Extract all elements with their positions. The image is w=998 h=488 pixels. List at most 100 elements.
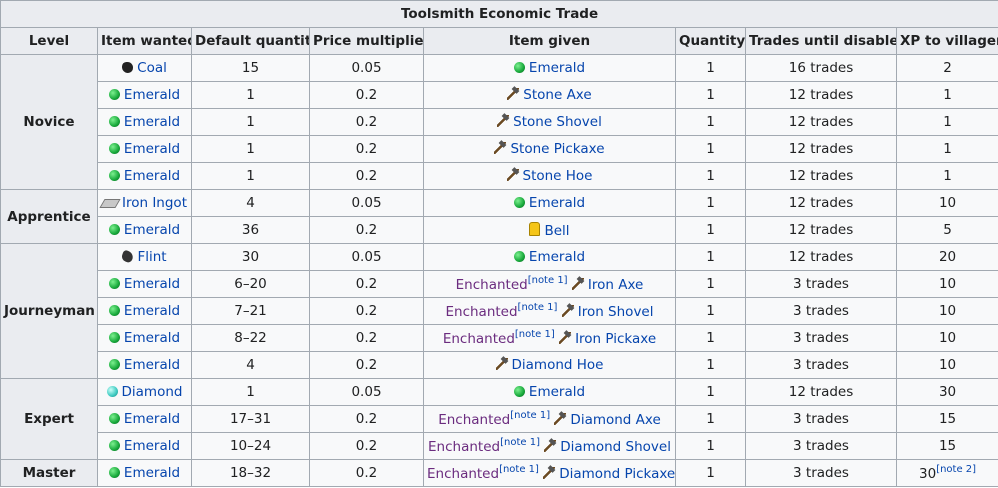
table-title: Toolsmith Economic Trade — [0, 0, 998, 28]
item-link[interactable]: Emerald — [123, 438, 181, 454]
xp-value: 1 — [943, 114, 952, 130]
item-given: Stone Axe — [423, 81, 676, 109]
item-given: Diamond Hoe — [423, 351, 676, 379]
item-link[interactable]: Iron Shovel — [577, 304, 654, 320]
item-icon — [561, 305, 574, 317]
note-ref[interactable]: [note 1] — [527, 275, 568, 286]
item-link[interactable]: Emerald — [528, 60, 586, 76]
quantity: 1 — [675, 351, 746, 379]
price-multiplier: 0.2 — [309, 270, 424, 298]
price-multiplier: 0.05 — [309, 243, 424, 271]
item-icon — [513, 197, 525, 208]
item-link[interactable]: Emerald — [123, 411, 181, 427]
item-link[interactable]: Emerald — [123, 303, 181, 319]
item-link[interactable]: Iron Ingot — [121, 195, 187, 211]
item-icon — [507, 88, 520, 100]
item-link[interactable]: Emerald — [528, 195, 586, 211]
default-quantity: 8–22 — [191, 324, 310, 352]
column-header: Item wanted — [97, 27, 192, 55]
item-link[interactable]: Iron Axe — [587, 277, 644, 293]
default-quantity: 30 — [191, 243, 310, 271]
item-link[interactable]: Stone Pickaxe — [510, 141, 605, 157]
item-link[interactable]: Diamond Pickaxe — [559, 466, 676, 482]
item-link[interactable]: Emerald — [123, 168, 181, 184]
note-ref[interactable]: [note 1] — [510, 410, 551, 421]
item-link[interactable]: Emerald — [528, 249, 586, 265]
default-quantity: 15 — [191, 54, 310, 82]
item-link[interactable]: Coal — [137, 60, 167, 76]
xp-to-villager: 5 — [895, 216, 998, 244]
note-ref[interactable]: [note 1] — [499, 464, 539, 475]
quantity: 1 — [675, 135, 746, 163]
item-link[interactable]: Stone Axe — [523, 87, 592, 103]
trade-row: Master Emerald 18–32 0.2 Enchanted[note 1] D… — [0, 459, 998, 487]
item-given: Emerald — [423, 54, 676, 82]
trades-until-disabled: 16 trades — [745, 54, 897, 82]
item-link[interactable]: Diamond — [121, 384, 183, 400]
xp-value: 30 — [919, 466, 937, 482]
item-icon — [506, 169, 519, 181]
price-multiplier: 0.05 — [309, 54, 424, 82]
quantity: 1 — [675, 459, 746, 487]
trade-row: Emerald 6–20 0.2 Enchanted[note 1] Iron Axe… — [1, 270, 998, 298]
trades-until-disabled: 12 trades — [745, 135, 897, 163]
trade-row: Emerald 8–22 0.2 Enchanted[note 1] Iron Pic… — [1, 324, 998, 352]
trade-row: Emerald 17–31 0.2 Enchanted[note 1] Diamond… — [1, 405, 998, 433]
item-icon — [108, 332, 120, 343]
item-link[interactable]: Diamond Hoe — [511, 357, 604, 373]
price-multiplier: 0.2 — [309, 459, 424, 487]
item-icon — [99, 199, 121, 208]
quantity: 1 — [675, 297, 746, 325]
item-link[interactable]: Stone Shovel — [513, 114, 602, 130]
item-link[interactable]: Diamond Axe — [570, 412, 661, 428]
xp-to-villager: 30[note 2] — [895, 459, 998, 487]
item-given: Emerald — [423, 189, 676, 217]
item-icon — [554, 413, 567, 425]
xp-to-villager: 30 — [895, 378, 998, 406]
trades-until-disabled: 12 trades — [745, 162, 897, 190]
xp-to-villager: 1 — [895, 135, 998, 163]
trades-until-disabled: 3 trades — [745, 432, 897, 460]
quantity: 1 — [675, 162, 746, 190]
note-ref[interactable]: [note 1] — [500, 437, 540, 448]
item-link[interactable]: Emerald — [123, 357, 181, 373]
item-link[interactable]: Emerald — [123, 465, 181, 481]
item-link[interactable]: Emerald — [123, 330, 181, 346]
xp-to-villager: 1 — [895, 81, 998, 109]
item-link[interactable]: Emerald — [123, 87, 181, 103]
item-link[interactable]: Emerald — [123, 114, 181, 130]
default-quantity: 17–31 — [191, 405, 310, 433]
default-quantity: 6–20 — [191, 270, 310, 298]
xp-value: 1 — [943, 168, 952, 184]
title-row: Toolsmith Economic Trade — [0, 0, 998, 28]
item-link[interactable]: Bell — [544, 222, 570, 239]
enchanted-label: Enchanted — [438, 412, 511, 428]
item-link[interactable]: Emerald — [123, 141, 181, 157]
item-wanted: Emerald — [97, 108, 192, 136]
price-multiplier: 0.2 — [309, 432, 424, 460]
item-link[interactable]: Flint — [137, 249, 167, 265]
xp-value: 10 — [938, 330, 957, 346]
xp-to-villager: 10 — [895, 189, 998, 217]
item-link[interactable]: Emerald — [528, 384, 586, 400]
note-ref[interactable]: [note 2] — [936, 464, 977, 475]
quantity: 1 — [675, 189, 746, 217]
item-link[interactable]: Iron Pickaxe — [575, 331, 657, 347]
note-ref[interactable]: [note 1] — [517, 302, 558, 313]
xp-value: 15 — [938, 411, 957, 427]
item-link[interactable]: Emerald — [123, 276, 181, 292]
item-icon — [513, 386, 525, 397]
item-given: Stone Shovel — [423, 108, 676, 136]
note-ref[interactable]: [note 1] — [514, 329, 555, 340]
item-wanted: Emerald — [97, 297, 192, 325]
item-link[interactable]: Emerald — [123, 222, 181, 238]
item-link[interactable]: Diamond Shovel — [560, 439, 671, 455]
column-header: Default quantity — [191, 27, 310, 55]
default-quantity: 4 — [191, 351, 310, 379]
trade-row: Emerald 1 0.2 Stone Axe 1 12 trades 1 — [1, 81, 998, 109]
trades-until-disabled: 3 trades — [745, 351, 897, 379]
item-icon — [108, 413, 120, 424]
price-multiplier: 0.2 — [309, 405, 424, 433]
item-link[interactable]: Stone Hoe — [522, 168, 593, 184]
xp-to-villager: 1 — [895, 108, 998, 136]
